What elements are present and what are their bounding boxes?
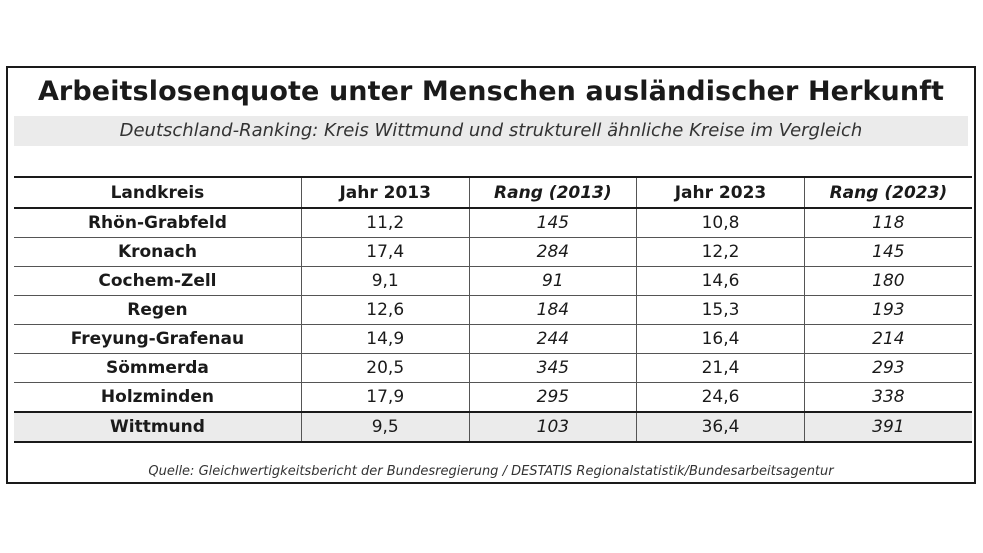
column-header-jahr-2023: Jahr 2023 bbox=[636, 176, 805, 209]
cell-jahr-2013: 9,1 bbox=[300, 266, 470, 296]
cell-jahr-2013: 9,5 bbox=[300, 411, 470, 443]
cell-rang-2023: 193 bbox=[803, 295, 972, 325]
cell-landkreis: Wittmund bbox=[14, 411, 302, 443]
cell-rang-2023: 145 bbox=[803, 237, 972, 267]
cell-rang-2013: 284 bbox=[468, 237, 638, 267]
cell-jahr-2013: 17,9 bbox=[300, 382, 470, 413]
cell-landkreis: Rhön-Grabfeld bbox=[14, 207, 302, 238]
cell-jahr-2023: 24,6 bbox=[636, 382, 805, 413]
cell-rang-2023: 293 bbox=[803, 353, 972, 383]
cell-rang-2023: 391 bbox=[803, 411, 972, 443]
column-header-jahr-2013: Jahr 2013 bbox=[300, 176, 470, 209]
table-row: Cochem-Zell 9,1 91 14,6 180 bbox=[14, 266, 972, 296]
cell-landkreis: Cochem-Zell bbox=[14, 266, 302, 296]
column-header-rang-2013: Rang (2013) bbox=[468, 176, 638, 209]
cell-landkreis: Holzminden bbox=[14, 382, 302, 413]
table-row-highlighted: Wittmund 9,5 103 36,4 391 bbox=[14, 411, 972, 443]
cell-jahr-2023: 12,2 bbox=[636, 237, 805, 267]
table-row: Sömmerda 20,5 345 21,4 293 bbox=[14, 353, 972, 383]
table-header-row: Landkreis Jahr 2013 Rang (2013) Jahr 202… bbox=[14, 176, 972, 209]
cell-jahr-2023: 10,8 bbox=[636, 207, 805, 238]
cell-rang-2013: 91 bbox=[468, 266, 638, 296]
subtitle: Deutschland-Ranking: Kreis Wittmund und … bbox=[14, 116, 968, 146]
cell-jahr-2013: 11,2 bbox=[300, 207, 470, 238]
cell-landkreis: Freyung-Grafenau bbox=[14, 324, 302, 354]
table-row: Kronach 17,4 284 12,2 145 bbox=[14, 237, 972, 267]
source-note: Quelle: Gleichwertigkeitsbericht der Bun… bbox=[148, 464, 834, 479]
cell-rang-2023: 118 bbox=[803, 207, 972, 238]
ranking-table: Landkreis Jahr 2013 Rang (2013) Jahr 202… bbox=[14, 176, 972, 443]
cell-landkreis: Sömmerda bbox=[14, 353, 302, 383]
table-row: Rhön-Grabfeld 11,2 145 10,8 118 bbox=[14, 207, 972, 238]
cell-jahr-2013: 14,9 bbox=[300, 324, 470, 354]
cell-jahr-2013: 12,6 bbox=[300, 295, 470, 325]
table-frame: Arbeitslosenquote unter Menschen ausländ… bbox=[6, 66, 976, 484]
cell-rang-2013: 244 bbox=[468, 324, 638, 354]
page-title: Arbeitslosenquote unter Menschen ausländ… bbox=[37, 76, 945, 107]
cell-jahr-2023: 15,3 bbox=[636, 295, 805, 325]
cell-jahr-2023: 21,4 bbox=[636, 353, 805, 383]
table-row: Freyung-Grafenau 14,9 244 16,4 214 bbox=[14, 324, 972, 354]
cell-jahr-2013: 20,5 bbox=[300, 353, 470, 383]
column-header-rang-2023: Rang (2023) bbox=[803, 176, 972, 209]
table-row: Regen 12,6 184 15,3 193 bbox=[14, 295, 972, 325]
table-row: Holzminden 17,9 295 24,6 338 bbox=[14, 382, 972, 413]
cell-rang-2013: 295 bbox=[468, 382, 638, 413]
cell-landkreis: Kronach bbox=[14, 237, 302, 267]
cell-jahr-2023: 16,4 bbox=[636, 324, 805, 354]
cell-rang-2013: 145 bbox=[468, 207, 638, 238]
cell-rang-2013: 184 bbox=[468, 295, 638, 325]
cell-landkreis: Regen bbox=[14, 295, 302, 325]
cell-rang-2023: 338 bbox=[803, 382, 972, 413]
cell-jahr-2023: 36,4 bbox=[636, 411, 805, 443]
column-header-landkreis: Landkreis bbox=[14, 176, 302, 209]
cell-jahr-2023: 14,6 bbox=[636, 266, 805, 296]
cell-rang-2023: 180 bbox=[803, 266, 972, 296]
cell-rang-2013: 345 bbox=[468, 353, 638, 383]
cell-rang-2023: 214 bbox=[803, 324, 972, 354]
cell-rang-2013: 103 bbox=[468, 411, 638, 443]
cell-jahr-2013: 17,4 bbox=[300, 237, 470, 267]
